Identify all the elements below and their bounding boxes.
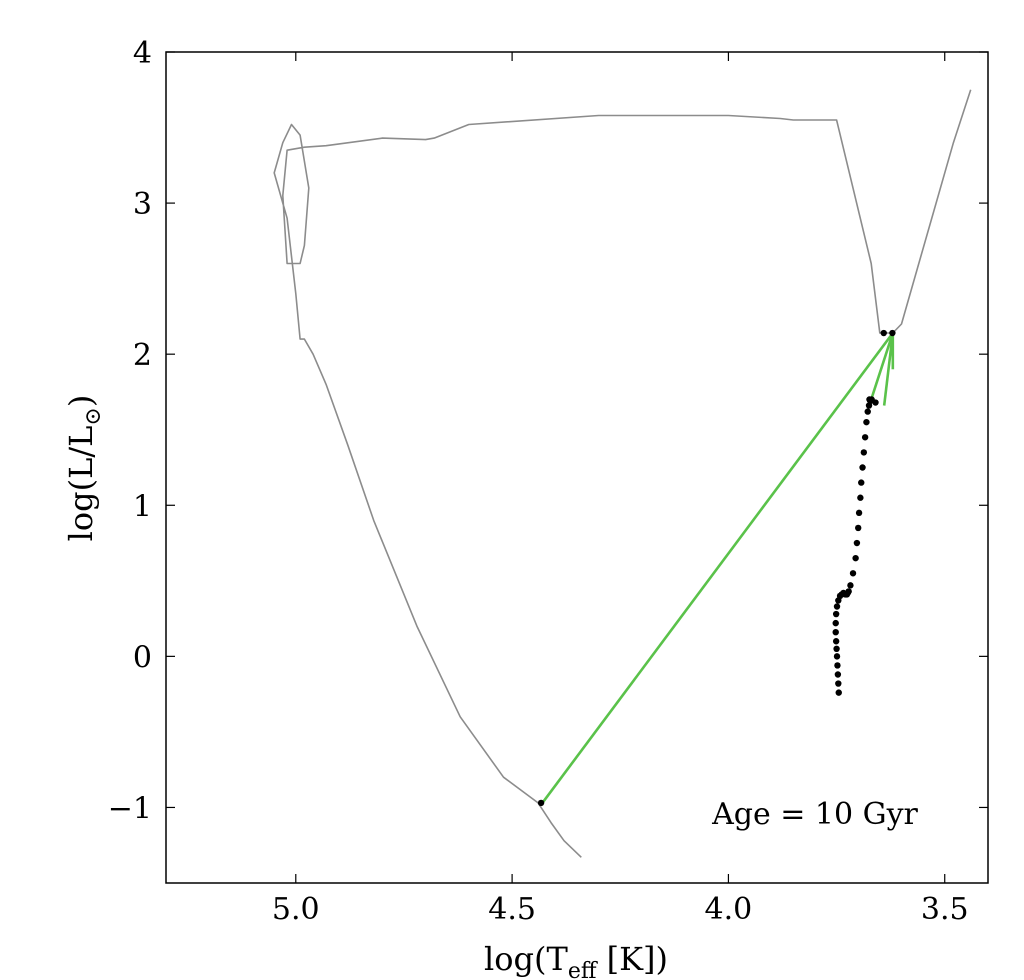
x-ticks: 5.0 4.5 4.0 3.5 xyxy=(272,52,969,927)
isochrone-point xyxy=(889,329,896,337)
y-tick-label: 4 xyxy=(133,36,152,71)
isochrone-point xyxy=(880,329,887,337)
isochrone-point xyxy=(864,408,871,415)
isochrone-point xyxy=(853,539,861,547)
isochrone-point xyxy=(849,570,857,577)
isochrone-point xyxy=(859,464,866,471)
isochrone-point xyxy=(872,399,879,406)
isochrone-point xyxy=(537,799,545,807)
x-axis-title: log(Teff [K]) xyxy=(484,940,668,980)
y-axis-title: log(L/L⊙) xyxy=(62,395,106,542)
isochrone-point xyxy=(834,671,842,678)
y-tick-label: 2 xyxy=(133,338,152,373)
y-tick-label: −1 xyxy=(108,791,152,826)
series-connector xyxy=(541,332,895,804)
isochrone-point xyxy=(832,610,840,618)
isochrone-point xyxy=(832,628,839,636)
y-tick-label: 0 xyxy=(133,640,152,675)
isochrone-point xyxy=(852,554,859,562)
isochrone-point xyxy=(845,588,852,595)
isochrone-point xyxy=(855,524,862,532)
plot-frame xyxy=(165,51,989,884)
y-tick-label: 3 xyxy=(133,187,152,222)
connector-line xyxy=(541,332,894,804)
isochrone-point xyxy=(863,418,870,426)
isochrone-point xyxy=(834,662,841,669)
isochrone-point xyxy=(833,645,840,653)
isochrone-point xyxy=(855,509,863,517)
series-points xyxy=(537,329,896,807)
x-tick-label: 4.5 xyxy=(488,892,536,927)
age-annotation: Age = 10 Gyr xyxy=(711,797,918,832)
x-tick-label: 3.5 xyxy=(921,892,969,927)
evolutionary-track-line xyxy=(273,89,972,858)
isochrone-point xyxy=(832,619,839,627)
x-tick-label: 5.0 xyxy=(272,892,320,927)
isochrone-point xyxy=(866,396,873,403)
isochrone-point xyxy=(835,680,842,687)
y-ticks: −1 0 1 2 3 4 xyxy=(108,36,988,826)
isochrone-point xyxy=(833,653,841,660)
isochrone-point xyxy=(858,479,865,486)
series-track xyxy=(273,89,972,858)
isochrone-point xyxy=(861,434,869,441)
isochrone-point xyxy=(832,638,840,645)
y-tick-label: 1 xyxy=(133,489,152,524)
isochrone-point xyxy=(847,582,854,589)
isochrone-point xyxy=(833,603,841,610)
connector-line xyxy=(869,332,895,400)
x-tick-label: 4.0 xyxy=(705,892,753,927)
isochrone-point xyxy=(860,449,868,456)
plot-area xyxy=(273,89,972,858)
connector-line xyxy=(882,332,895,406)
isochrone-point xyxy=(857,494,864,501)
isochrone-point xyxy=(835,689,842,696)
